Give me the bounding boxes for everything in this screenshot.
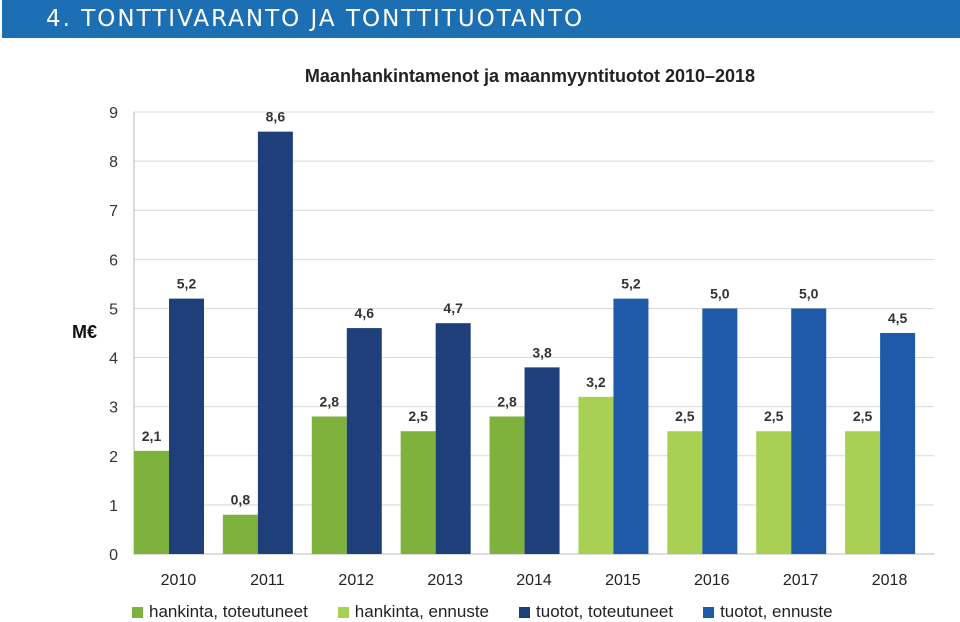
data-label: 2,5	[675, 408, 695, 424]
bar	[257, 131, 293, 554]
legend-label: hankinta, ennuste	[354, 602, 490, 621]
data-label: 0,8	[231, 492, 251, 508]
bar	[222, 514, 258, 554]
bar	[134, 450, 169, 554]
y-tick-label: 8	[109, 154, 118, 171]
y-tick-label: 2	[109, 449, 118, 466]
y-tick-label: 7	[109, 203, 118, 220]
x-tick-label: 2018	[872, 572, 908, 589]
bar	[791, 308, 827, 554]
x-tick-label: 2011	[250, 572, 285, 589]
bar	[845, 431, 881, 554]
legend-swatch	[519, 606, 531, 618]
y-tick-label: 4	[109, 351, 118, 368]
bar	[489, 416, 525, 554]
x-tick-label: 2015	[605, 572, 641, 589]
bar	[756, 431, 792, 554]
legend: hankinta, toteutuneet hankinta, ennuste tu…	[132, 602, 863, 622]
data-label: 8,6	[266, 109, 286, 125]
y-tick-label: 6	[109, 252, 118, 269]
bar	[702, 308, 738, 554]
legend-label: hankinta, toteutuneet	[149, 602, 308, 621]
legend-label: tuotot, toteutuneet	[536, 602, 674, 621]
data-label: 4,6	[355, 305, 375, 321]
data-label: 2,5	[764, 408, 784, 424]
y-tick-label: 9	[109, 105, 118, 122]
data-label: 4,5	[888, 310, 908, 326]
bar	[311, 416, 347, 554]
legend-label: tuotot, ennuste	[720, 602, 833, 621]
data-label: 2,5	[853, 408, 873, 424]
y-tick-label: 0	[109, 547, 118, 564]
y-tick-label: 5	[109, 301, 118, 318]
data-label: 3,8	[532, 344, 552, 360]
bar	[578, 396, 614, 554]
data-label: 5,2	[177, 276, 197, 292]
x-tick-label: 2012	[338, 572, 374, 589]
bar	[400, 431, 436, 554]
x-tick-label: 2014	[516, 572, 552, 589]
y-tick-label: 3	[109, 400, 118, 417]
x-tick-label: 2010	[161, 572, 197, 589]
y-tick-label: 1	[109, 498, 118, 515]
data-label: 2,5	[408, 408, 428, 424]
chart-title: Maanhankintamenot ja maanmyyntituotot 20…	[0, 66, 960, 87]
legend-swatch	[132, 606, 143, 618]
legend-item: hankinta, toteutuneet	[132, 602, 308, 622]
x-tick-label: 2013	[427, 572, 463, 589]
legend-item: tuotot, toteutuneet	[519, 602, 673, 622]
bar	[346, 328, 382, 554]
bar	[435, 323, 471, 554]
y-axis-label: M€	[72, 322, 98, 342]
data-label: 5,0	[710, 285, 730, 301]
header-bar: 4. TONTTIVARANTO JA TONTTITUOTANTO	[2, 0, 960, 38]
legend-item: hankinta, ennuste	[337, 602, 490, 622]
bar	[524, 367, 560, 554]
data-label: 5,0	[799, 285, 819, 301]
chart-title-text: Maanhankintamenot ja maanmyyntituotot 20…	[304, 66, 756, 86]
bar	[613, 298, 649, 554]
legend-item: tuotot, ennuste	[703, 602, 833, 622]
page-heading: 4. TONTTIVARANTO JA TONTTITUOTANTO	[46, 6, 585, 32]
x-tick-label: 2017	[783, 572, 819, 589]
data-label: 4,7	[443, 300, 463, 316]
legend-swatch	[337, 606, 349, 618]
x-tick-label: 2016	[694, 572, 730, 589]
data-label: 2,8	[320, 393, 340, 409]
data-label: 5,2	[621, 276, 641, 292]
bar	[169, 298, 204, 554]
bar	[667, 431, 703, 554]
bar	[880, 333, 916, 554]
data-label: 2,1	[142, 428, 162, 444]
data-label: 2,8	[497, 393, 517, 409]
data-label: 3,2	[586, 374, 606, 390]
legend-swatch	[703, 606, 715, 618]
